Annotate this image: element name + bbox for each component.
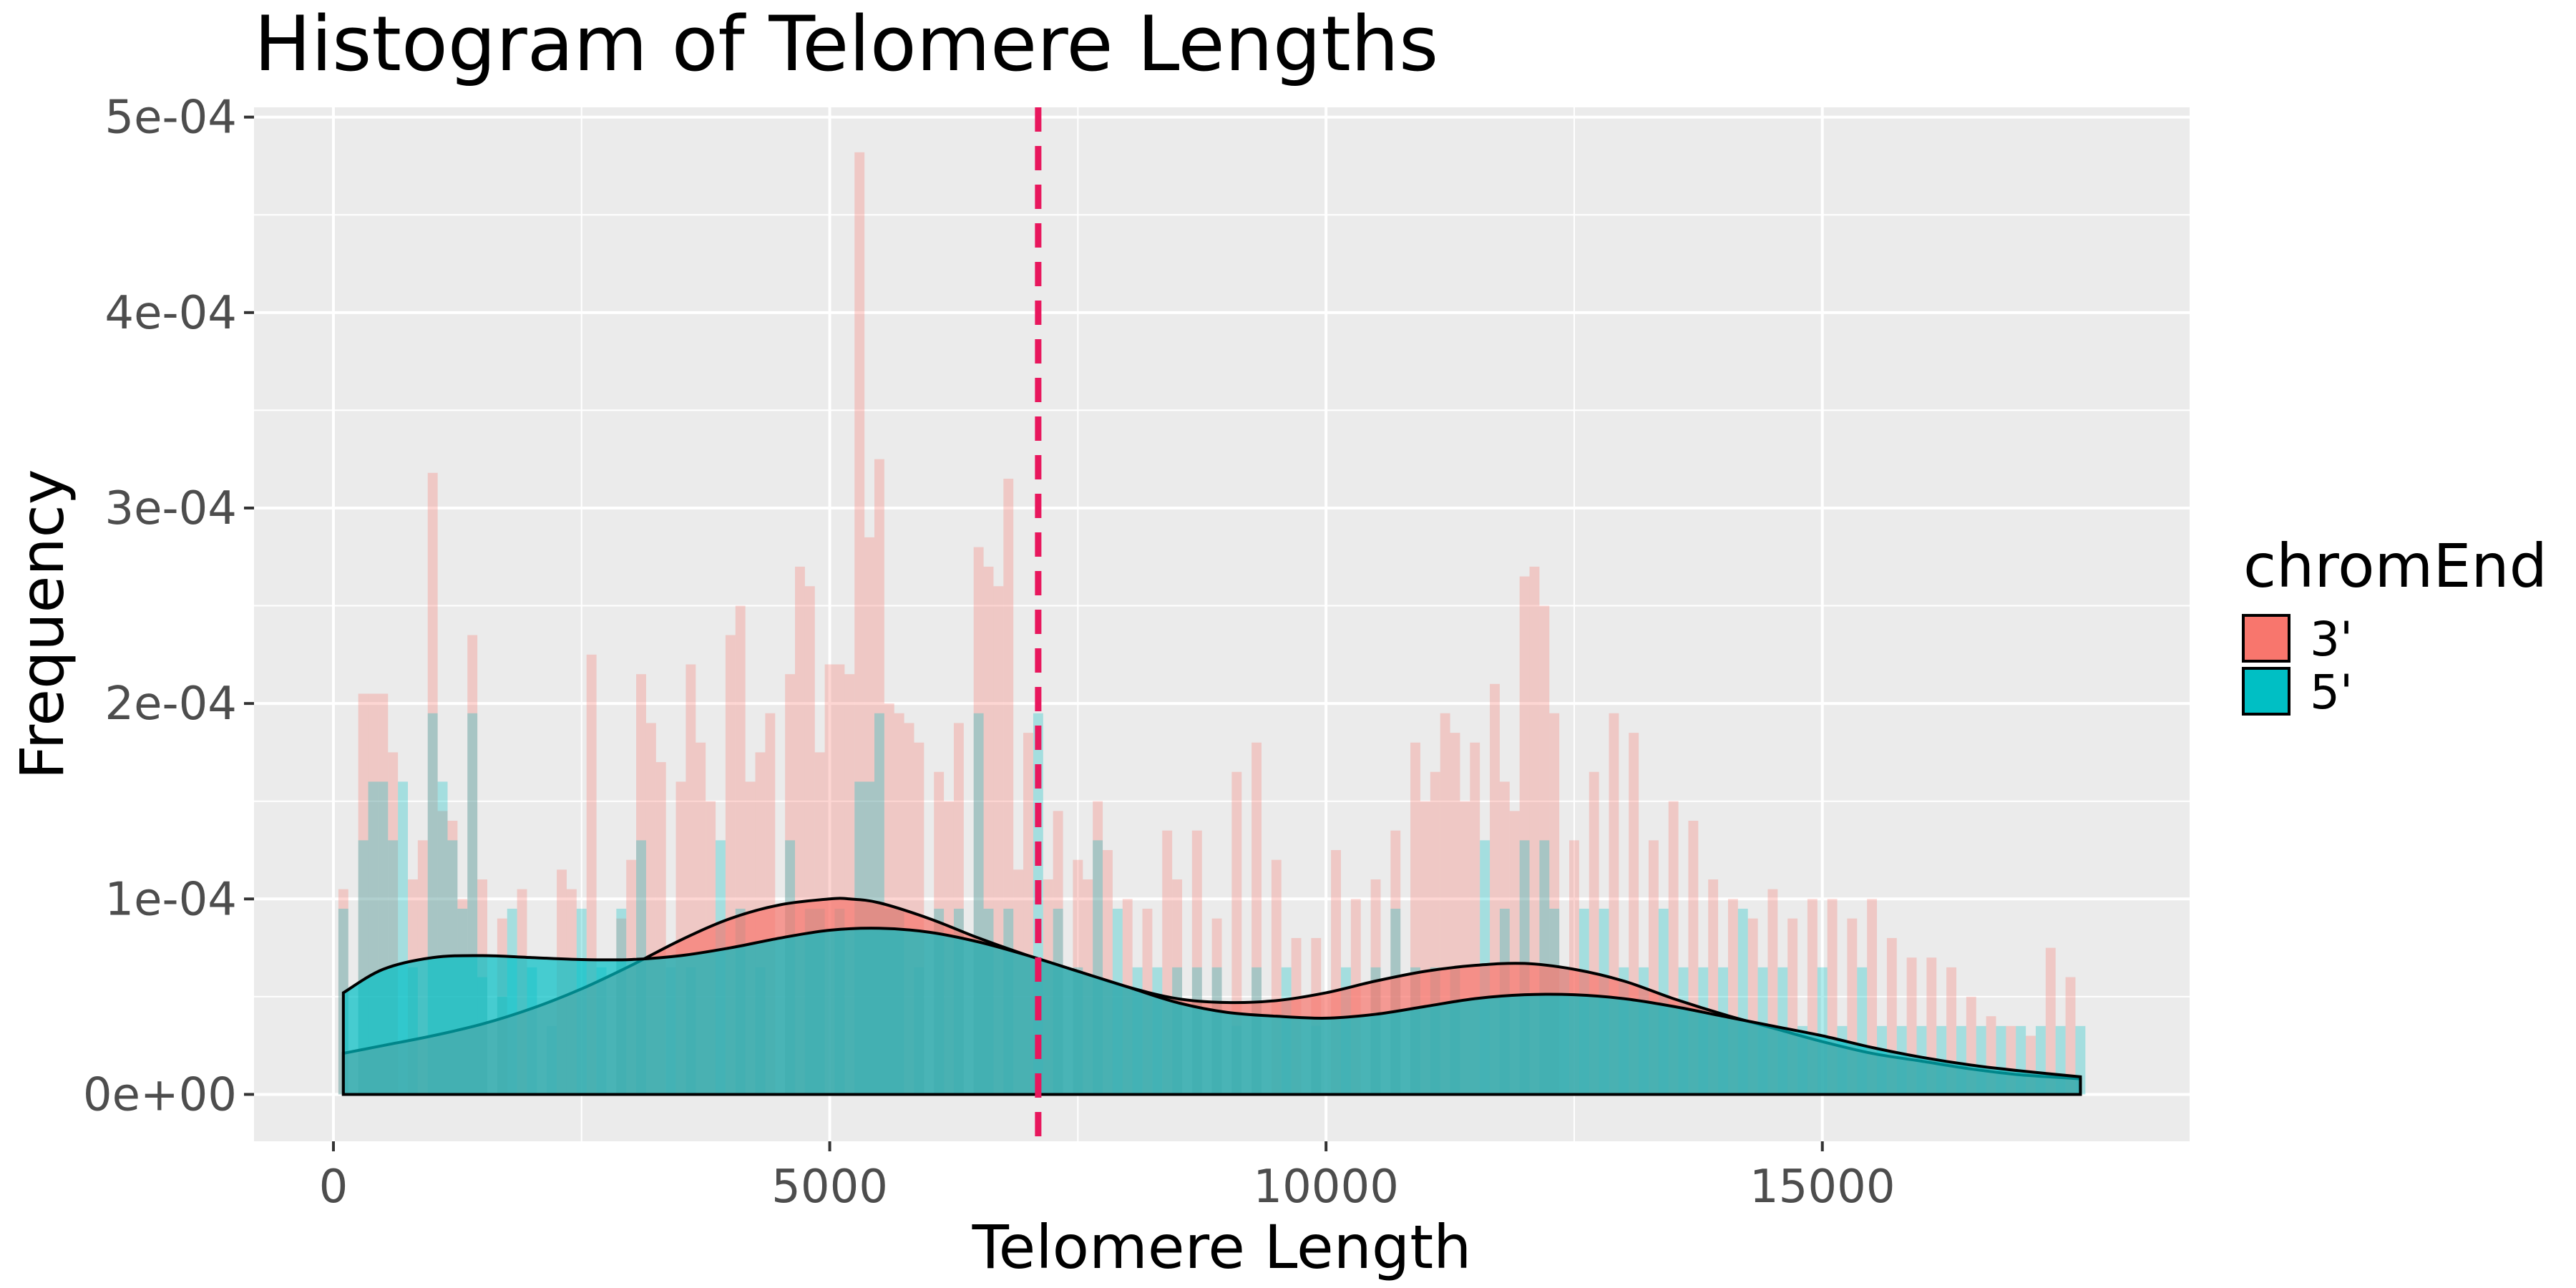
axes: 0 5000 10000 15000 0e+00 1e-04 2e-04 3e-04 4e-04… (83, 92, 1896, 1214)
legend: chromEnd 3' 5' (2242, 531, 2547, 720)
y-axis-title: Frequency (7, 469, 77, 780)
legend-label-3prime: 3' (2310, 612, 2353, 667)
x-axis-title: Telomere Length (972, 1212, 1472, 1282)
histogram-bar (2045, 947, 2056, 1095)
x-tick-label: 0 (319, 1161, 348, 1214)
legend-swatch-3prime (2242, 614, 2290, 663)
y-tick-label: 5e-04 (104, 92, 237, 145)
histogram-bar (854, 152, 865, 1095)
y-tick-label: 0e+00 (83, 1068, 237, 1121)
density-curve-5prime (341, 927, 2082, 1096)
x-tick-label: 10000 (1253, 1161, 1399, 1214)
histogram-bar (427, 472, 438, 1095)
density-curves (341, 897, 2082, 1096)
y-tick-label: 4e-04 (104, 287, 237, 340)
histogram-bar (2065, 977, 2076, 1095)
y-tick-label: 3e-04 (104, 482, 237, 535)
y-tick-label: 2e-04 (104, 678, 237, 731)
legend-swatch-5prime (2242, 667, 2290, 716)
y-tick-label: 1e-04 (104, 873, 237, 926)
legend-label-5prime: 5' (2310, 665, 2353, 720)
grid-lines (254, 107, 2190, 1141)
chart-title: Histogram of Telomere Lengths (254, 0, 1438, 88)
x-tick-label: 5000 (771, 1161, 888, 1214)
histogram-bar (1003, 478, 1014, 1095)
legend-title: chromEnd (2243, 531, 2547, 601)
x-tick-label: 15000 (1750, 1161, 1896, 1214)
